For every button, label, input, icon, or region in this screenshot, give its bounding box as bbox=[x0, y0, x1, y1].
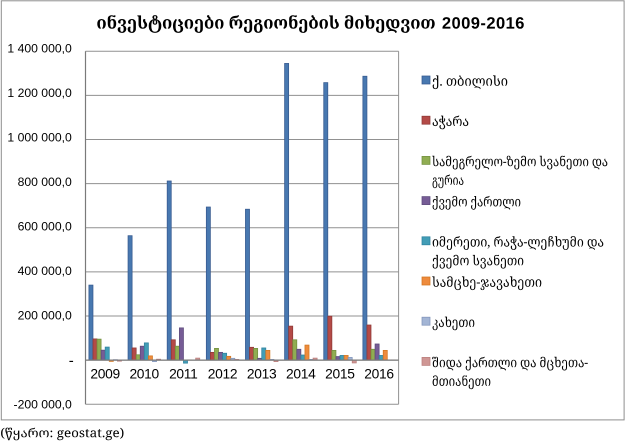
svg-text:800 000,0: 800 000,0 bbox=[18, 175, 72, 189]
svg-text:1 000 000,0: 1 000 000,0 bbox=[7, 131, 72, 145]
svg-text:2015: 2015 bbox=[325, 366, 355, 381]
svg-text:2012: 2012 bbox=[208, 366, 238, 381]
svg-text:200 000,0: 200 000,0 bbox=[18, 309, 72, 323]
svg-text:2014: 2014 bbox=[286, 366, 316, 381]
svg-text:2011: 2011 bbox=[169, 366, 197, 381]
svg-text:2010: 2010 bbox=[129, 366, 159, 381]
svg-text:1 400 000,0: 1 400 000,0 bbox=[7, 42, 72, 56]
svg-text:-: - bbox=[69, 353, 74, 370]
svg-text:600 000,0: 600 000,0 bbox=[18, 220, 72, 234]
svg-text:2009: 2009 bbox=[90, 366, 120, 381]
svg-text:2016: 2016 bbox=[364, 366, 394, 381]
svg-text:2013: 2013 bbox=[247, 366, 277, 381]
svg-text:1 200 000,0: 1 200 000,0 bbox=[7, 86, 72, 100]
svg-text:-200 000,0: -200 000,0 bbox=[14, 398, 72, 412]
svg-text:400 000,0: 400 000,0 bbox=[18, 264, 72, 278]
